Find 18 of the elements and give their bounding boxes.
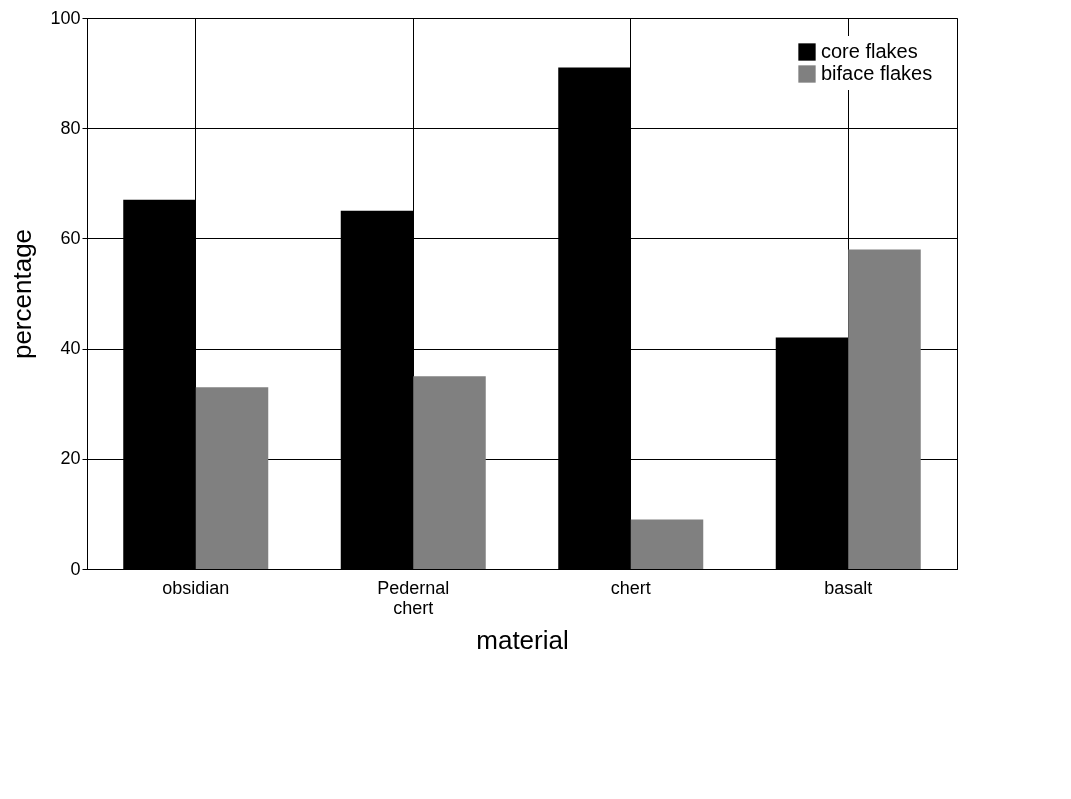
y-tick-label: 20: [60, 448, 81, 469]
legend-label: biface flakes: [821, 62, 933, 84]
x-tick-label: chert: [610, 577, 651, 598]
y-tick-label: 60: [60, 227, 81, 248]
y-tick-label: 80: [60, 117, 81, 138]
bar: [413, 376, 486, 569]
x-tick-label: basalt: [824, 577, 873, 598]
y-tick-label: 40: [60, 338, 81, 359]
bar: [848, 249, 921, 569]
bar: [630, 519, 704, 569]
y-tick-label: 0: [70, 558, 81, 579]
x-axis-title: material: [476, 624, 569, 655]
y-tick-label: 100: [50, 7, 81, 28]
legend-label: core flakes: [821, 40, 918, 62]
x-tick-label: Pedernal chert: [377, 577, 450, 618]
y-axis-title: percentage: [7, 228, 38, 360]
bar: [195, 387, 269, 569]
x-tick-label: obsidian: [162, 577, 230, 598]
